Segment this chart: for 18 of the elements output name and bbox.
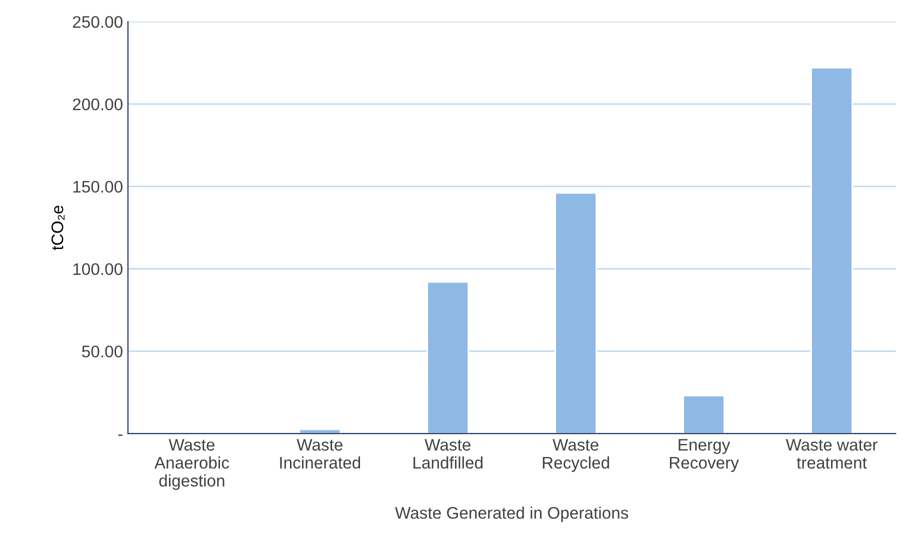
x-tick-label: Waste water treatment (786, 439, 878, 469)
x-tick-label: Waste Landfilled (414, 439, 482, 469)
bar (554, 192, 597, 434)
bar (426, 281, 470, 434)
bar (682, 395, 725, 434)
x-axis-title: Waste Generated in Operations (395, 506, 628, 522)
y-axis-title: tCO₂e (51, 206, 65, 250)
y-tick-label: 200.00 (72, 98, 122, 110)
y-tick-label: 50.00 (82, 346, 122, 358)
x-tick-label: Waste Recycled (542, 439, 610, 472)
x-tick-label: Waste Incinerated (280, 439, 360, 469)
x-tick-label: Waste Anaerobic digestion (154, 439, 230, 490)
y-tick-label: 150.00 (73, 180, 122, 193)
x-tick-label: Energy Recovery (670, 439, 739, 472)
bar (810, 67, 853, 434)
y-tick-label: - (118, 434, 122, 436)
y-tick-label: 100.00 (73, 263, 122, 276)
y-tick-label: 250.00 (72, 16, 122, 28)
